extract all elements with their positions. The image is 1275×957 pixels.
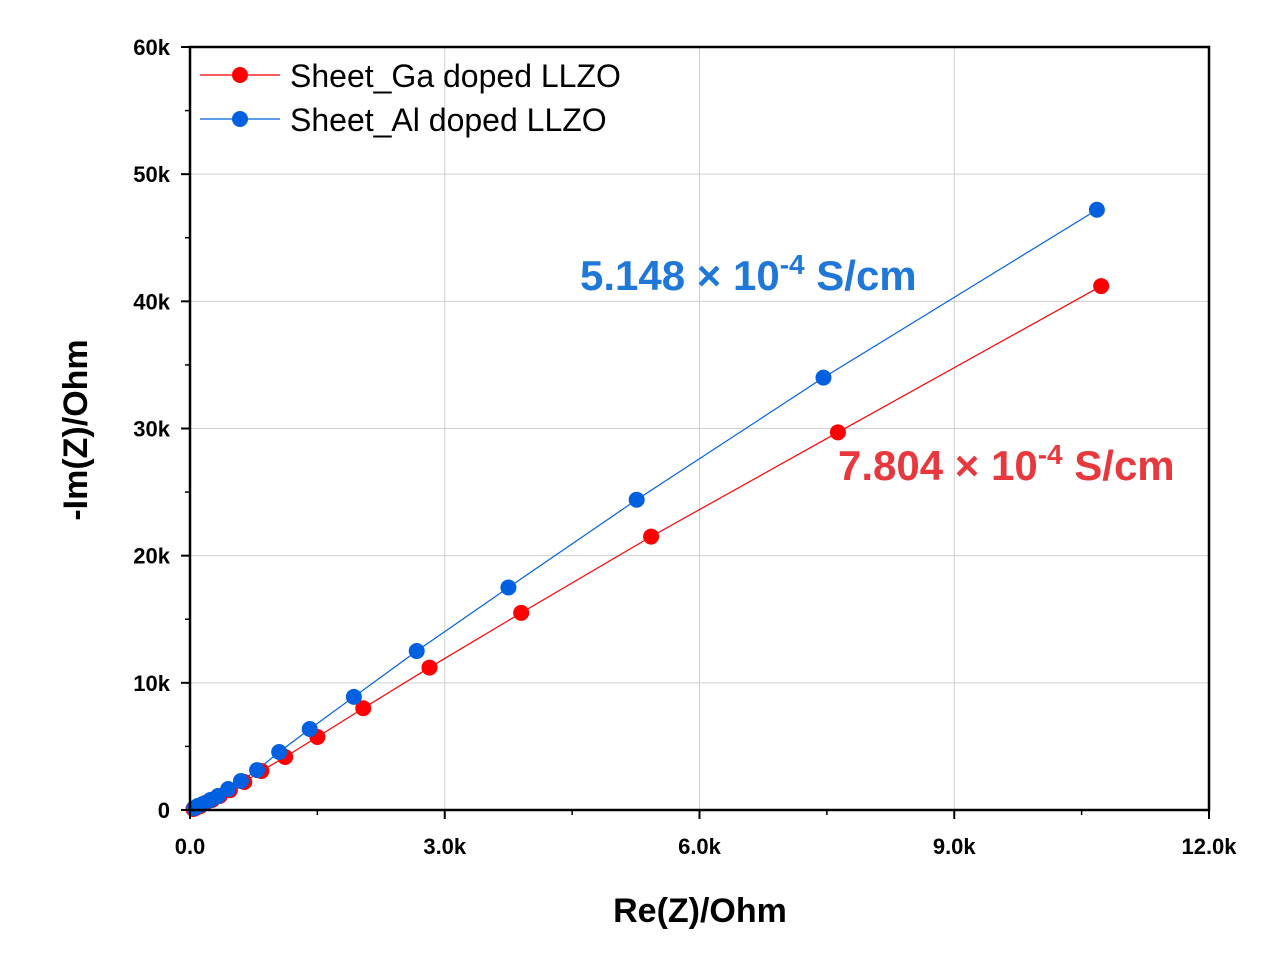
data-point-series-0: [421, 659, 438, 676]
data-point-series-1: [1088, 201, 1105, 218]
y-tick-label: 60k: [133, 35, 170, 60]
y-tick-label: 10k: [133, 671, 170, 696]
y-tick-label: 40k: [133, 289, 170, 314]
data-point-series-1: [249, 762, 266, 779]
legend-label-ga: Sheet_Ga doped LLZO: [290, 58, 621, 94]
legend-label-al: Sheet_Al doped LLZO: [290, 102, 607, 138]
x-tick-label: 12.0k: [1181, 834, 1237, 859]
y-tick-label: 0: [158, 798, 170, 823]
legend-marker-ga: [232, 67, 248, 83]
data-point-series-1: [345, 688, 362, 705]
y-tick-label: 30k: [133, 417, 170, 442]
x-tick-label: 0.0: [175, 834, 206, 859]
data-point-series-1: [815, 369, 832, 386]
annotation-ga-conductivity: 7.804 × 10-4 S/cm: [838, 439, 1175, 489]
data-point-series-1: [628, 491, 645, 508]
x-tick-label: 9.0k: [933, 834, 977, 859]
series-line-0: [189, 285, 1102, 811]
data-point-series-1: [408, 643, 425, 660]
data-point-series-1: [500, 579, 517, 596]
legend-marker-al: [232, 111, 248, 127]
y-tick-label: 20k: [133, 544, 170, 569]
data-point-series-0: [1093, 278, 1110, 295]
data-point-series-0: [513, 604, 530, 621]
x-tick-label: 3.0k: [423, 834, 467, 859]
data-point-series-1: [232, 773, 249, 790]
x-axis-label: Re(Z)/Ohm: [613, 892, 787, 930]
series-line-1: [189, 209, 1098, 811]
axis-ticks: 0.0 3.0k 6.0k 9.0k 12.0k 0 10k 20k 30k 40k 50k 60k: [133, 35, 1237, 859]
data-point-series-1: [220, 781, 237, 798]
data-point-series-0: [355, 700, 372, 717]
data-point-series-1: [301, 720, 318, 737]
legend: Sheet_Ga doped LLZO Sheet_Al doped LLZO: [200, 58, 621, 138]
series-lines: [189, 209, 1102, 811]
y-tick-label: 50k: [133, 162, 170, 187]
annotation-al-conductivity: 5.148 × 10-4 S/cm: [580, 249, 917, 299]
x-tick-label: 6.0k: [678, 834, 722, 859]
data-point-series-1: [271, 744, 288, 761]
y-axis-label: -Im(Z)/Ohm: [57, 339, 95, 520]
grid: [190, 47, 1209, 810]
data-point-series-0: [643, 528, 660, 545]
data-point-series-0: [829, 424, 846, 441]
